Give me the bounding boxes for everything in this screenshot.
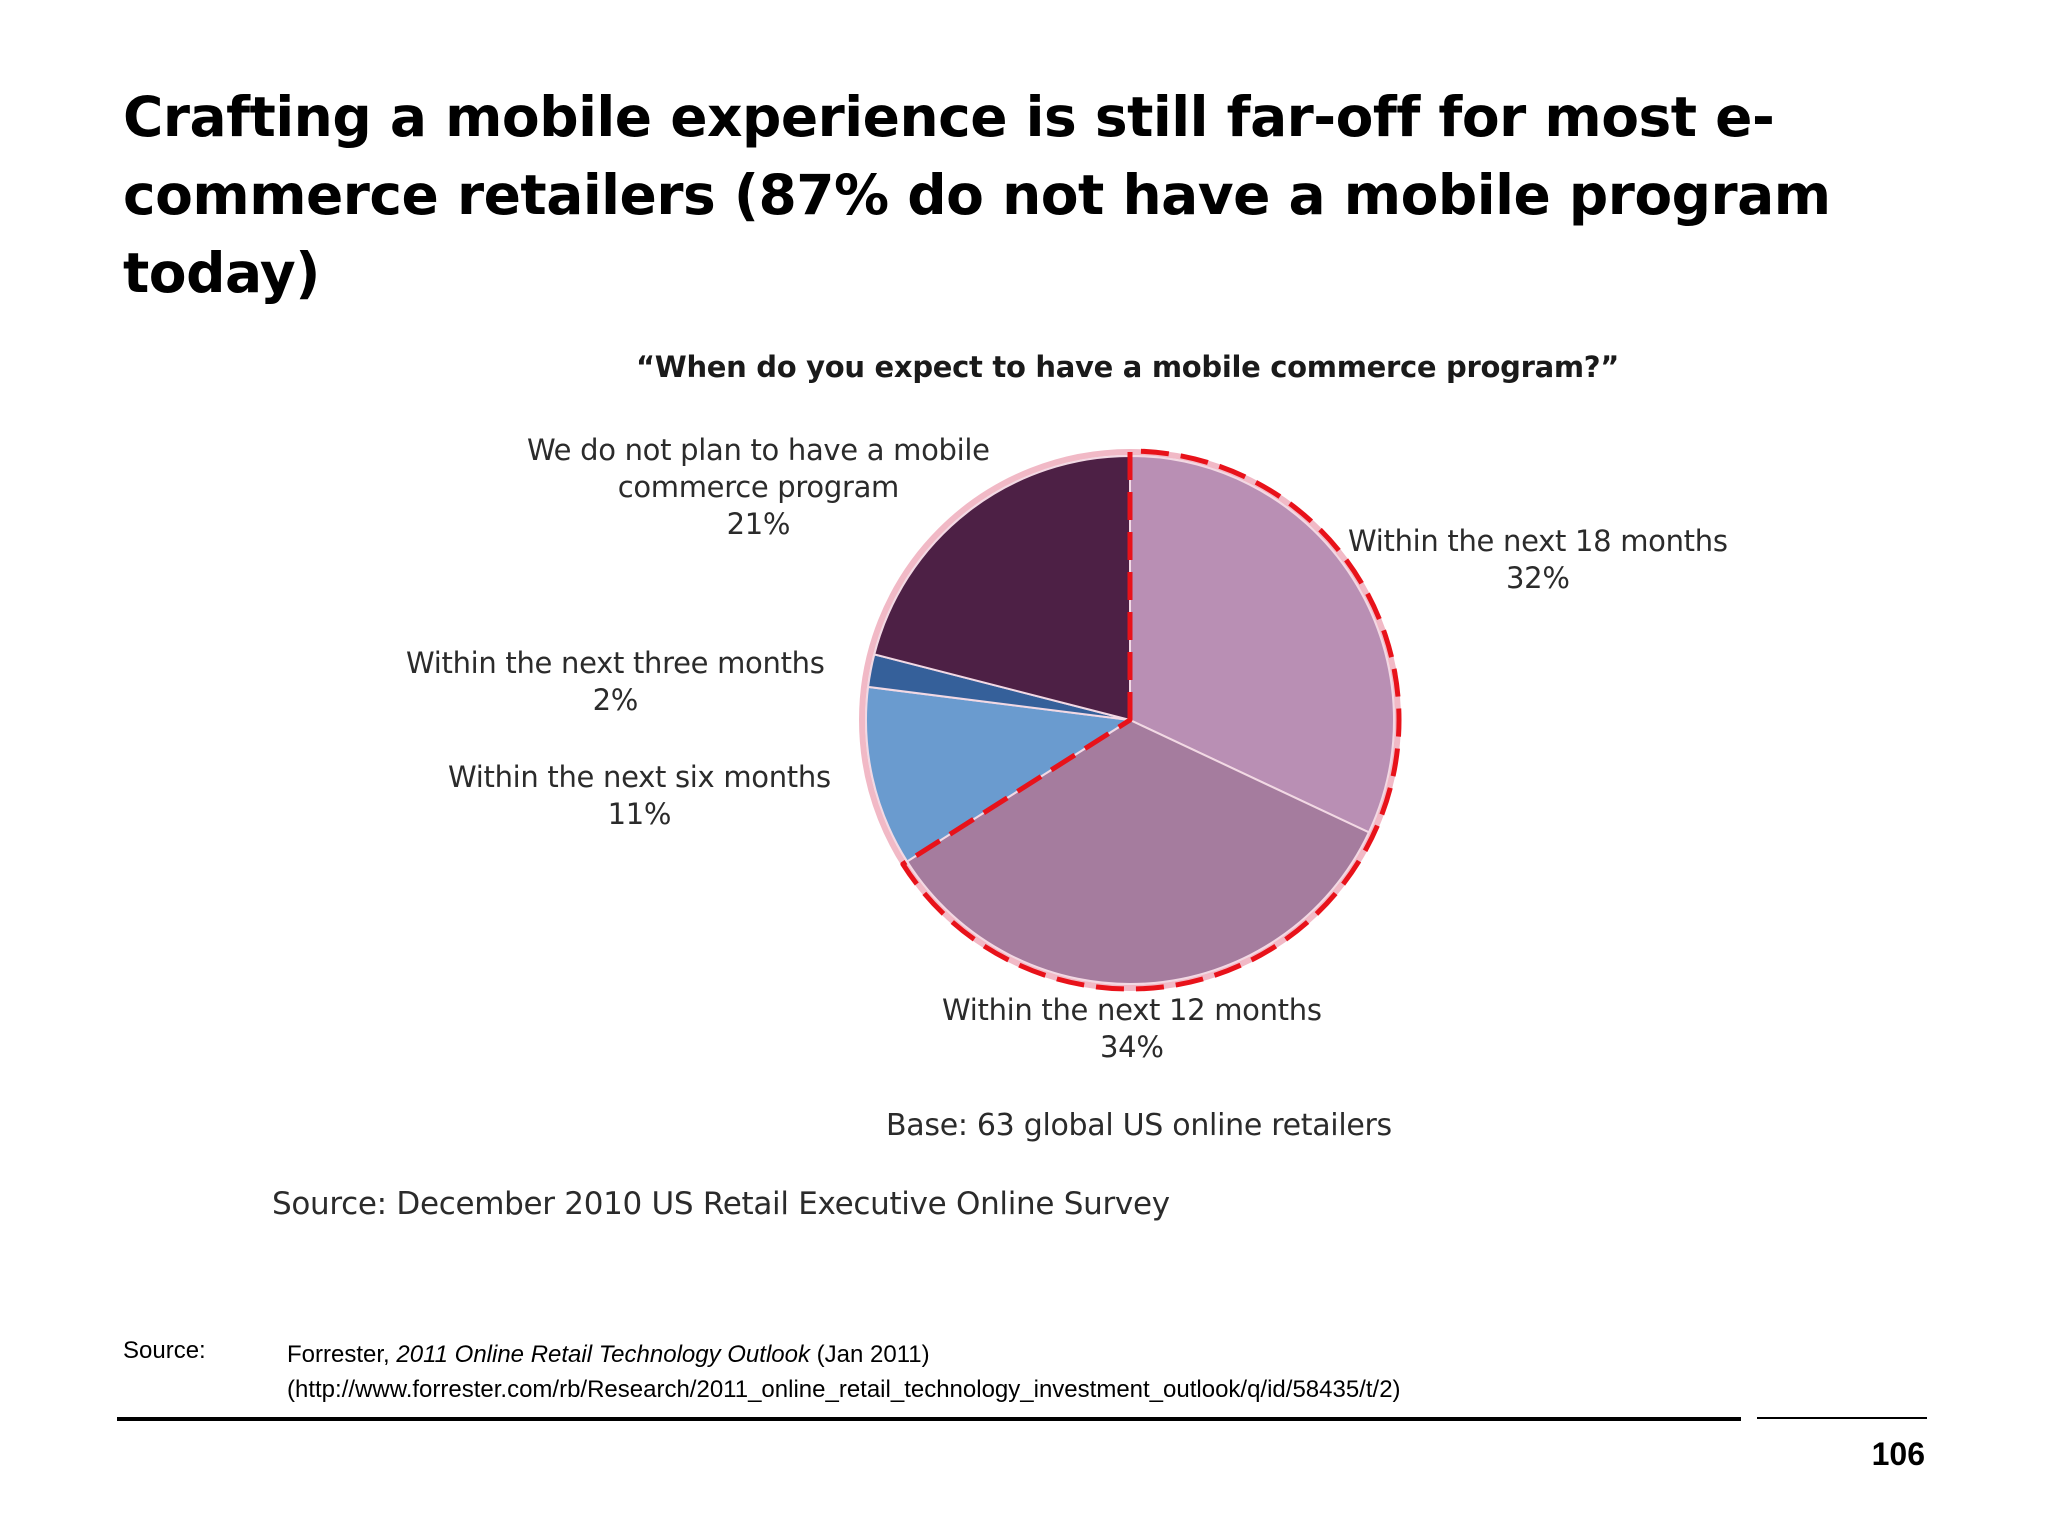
slide-title: Crafting a mobile experience is still fa… bbox=[123, 85, 1831, 305]
footer-divider-short bbox=[1757, 1417, 1927, 1419]
footer-source-label: Source: bbox=[123, 1337, 206, 1364]
footer-source-publisher: Forrester, bbox=[287, 1341, 390, 1368]
survey-source: Source: December 2010 US Retail Executiv… bbox=[272, 1186, 1170, 1222]
footer-source-citation: Forrester, 2011 Online Retail Technology… bbox=[287, 1337, 1401, 1407]
highlight-dashed-outline bbox=[900, 448, 1402, 992]
slice-label-six-months: Within the next six months 11% bbox=[448, 759, 831, 833]
footer-source-date: (Jan 2011) bbox=[816, 1341, 930, 1368]
footer-source-title: 2011 Online Retail Technology Outlook bbox=[396, 1341, 810, 1368]
pie-slice-4 bbox=[873, 454, 1131, 722]
slice-label-18-months: Within the next 18 months 32% bbox=[1348, 523, 1728, 597]
slice-label-12-months-name: Within the next 12 months bbox=[942, 993, 1322, 1027]
slice-label-no-plan-line-1: We do not plan to have a mobile bbox=[527, 433, 990, 467]
footer-divider bbox=[117, 1417, 1741, 1421]
slice-label-no-plan-line-2: commerce program bbox=[617, 470, 900, 504]
slice-label-six-months-value: 11% bbox=[607, 797, 672, 831]
pie-slice-2 bbox=[865, 685, 1133, 863]
chart-title: “When do you expect to have a mobile com… bbox=[636, 350, 1620, 384]
slice-label-no-plan-value: 21% bbox=[726, 507, 791, 541]
base-note: Base: 63 global US online retailers bbox=[886, 1108, 1392, 1143]
slice-label-six-months-name: Within the next six months bbox=[448, 760, 831, 794]
pie-slice-1 bbox=[905, 718, 1371, 985]
slice-label-18-months-value: 32% bbox=[1506, 561, 1570, 595]
slice-label-no-plan: We do not plan to have a mobile commerce… bbox=[527, 432, 990, 543]
slice-label-12-months: Within the next 12 months 34% bbox=[942, 992, 1322, 1066]
slice-label-three-months-value: 2% bbox=[592, 683, 639, 717]
slice-label-18-months-name: Within the next 18 months bbox=[1348, 524, 1728, 558]
slice-label-12-months-value: 34% bbox=[1100, 1030, 1164, 1064]
pie-slice-0 bbox=[1129, 454, 1395, 834]
page-number: 106 bbox=[1871, 1436, 1925, 1472]
footer-source-url: (http://www.forrester.com/rb/Research/20… bbox=[287, 1376, 1401, 1403]
slice-label-three-months: Within the next three months 2% bbox=[406, 645, 825, 719]
slice-label-three-months-name: Within the next three months bbox=[406, 646, 825, 680]
